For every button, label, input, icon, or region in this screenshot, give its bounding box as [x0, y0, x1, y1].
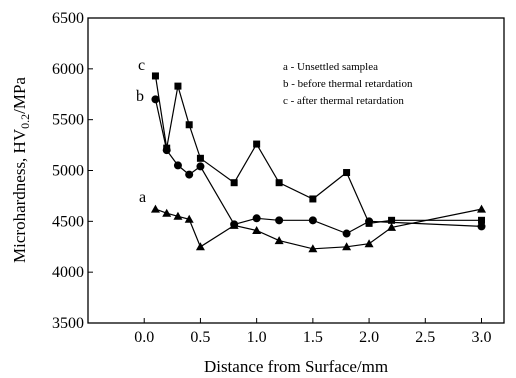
data-point-triangle: [364, 239, 374, 248]
data-point-triangle: [252, 225, 262, 234]
data-point-triangle: [195, 242, 205, 251]
data-point-square: [365, 219, 373, 227]
data-point-triangle: [274, 236, 284, 245]
y-axis-title-subscript: 0.2: [18, 114, 32, 129]
y-tick-label: 3500: [52, 315, 84, 332]
data-point-square: [275, 179, 283, 187]
y-tick-label: 5000: [52, 163, 84, 180]
y-tick-label: 6500: [52, 10, 84, 27]
data-point-triangle: [184, 214, 194, 223]
y-axis-title-unit: /MPa: [10, 77, 29, 114]
data-point-triangle: [387, 222, 397, 231]
data-point-square: [343, 169, 351, 177]
series-label-b: b: [136, 88, 144, 105]
data-point-square: [196, 154, 204, 162]
series-b: [151, 95, 486, 238]
x-tick-label: 1.0: [247, 329, 267, 346]
data-point-square: [253, 140, 261, 148]
x-tick-label: 1.5: [303, 329, 323, 346]
data-point-square: [309, 195, 317, 203]
data-point-circle: [196, 162, 205, 171]
series-line-a: [155, 208, 482, 250]
x-tick-label: 0.5: [190, 329, 210, 346]
data-point-circle: [252, 214, 261, 223]
x-tick-label: 0.0: [134, 329, 154, 346]
y-tick-label: 4500: [52, 213, 84, 230]
data-point-square: [388, 216, 396, 224]
legend-entry-b: b - before thermal retardation: [283, 78, 413, 90]
data-point-triangle: [308, 244, 318, 253]
data-point-circle: [477, 222, 486, 231]
data-point-square: [174, 82, 182, 90]
data-point-triangle: [173, 211, 183, 220]
data-point-triangle: [477, 204, 487, 213]
legend: a - Unsettled samplea b - before thermal…: [283, 61, 413, 107]
x-tick-label: 3.0: [472, 329, 492, 346]
y-tick-label: 4000: [52, 264, 84, 281]
x-axis-ticks: 0.0 0.5 1.0 1.5 2.0 2.5 3.0: [134, 318, 492, 346]
legend-entry-c: c - after thermal retardation: [283, 95, 404, 107]
data-point-triangle: [150, 204, 160, 213]
y-axis-title: Microhardness, HV0.2/MPa: [10, 77, 32, 263]
data-point-circle: [151, 95, 160, 104]
x-tick-label: 2.5: [415, 329, 435, 346]
series-layer: [150, 72, 487, 253]
data-point-circle: [342, 229, 351, 238]
x-axis-title: Distance from Surface/mm: [204, 357, 388, 376]
y-axis-ticks: 3500 4000 4500 5000 5500 6000 6500: [52, 10, 93, 332]
data-point-square: [151, 72, 159, 80]
data-point-triangle: [342, 242, 352, 251]
x-tick-label: 2.0: [359, 329, 379, 346]
data-point-square: [185, 121, 193, 129]
y-axis-title-main: Microhardness, HV: [10, 128, 29, 263]
series-label-a: a: [139, 189, 146, 206]
data-point-circle: [230, 220, 239, 229]
y-tick-label: 5500: [52, 112, 84, 129]
data-point-circle: [185, 170, 194, 179]
data-point-circle: [308, 216, 317, 225]
data-point-triangle: [162, 208, 172, 217]
legend-entry-a: a - Unsettled samplea: [283, 61, 378, 73]
data-point-circle: [275, 216, 284, 225]
data-point-square: [478, 216, 486, 224]
series-c: [151, 72, 486, 227]
data-point-square: [230, 179, 238, 187]
series-a: [150, 204, 487, 253]
data-point-circle: [173, 161, 182, 170]
data-point-square: [163, 144, 171, 152]
series-label-c: c: [138, 57, 145, 74]
y-tick-label: 6000: [52, 61, 84, 78]
